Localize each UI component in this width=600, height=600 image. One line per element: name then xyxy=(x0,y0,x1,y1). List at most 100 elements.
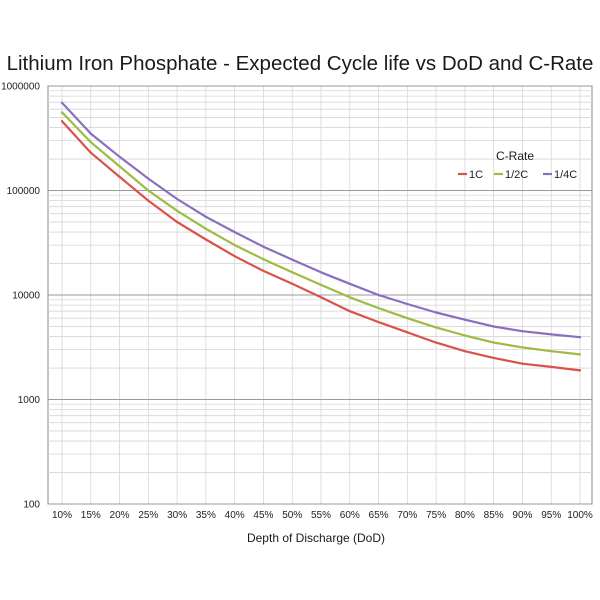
data-point xyxy=(60,111,64,114)
legend-label: 1C xyxy=(469,169,483,181)
x-tick-label: 10% xyxy=(52,510,72,521)
data-point xyxy=(435,326,438,329)
data-point xyxy=(60,101,64,104)
legend-item: 1/2C xyxy=(494,169,528,181)
data-point xyxy=(118,175,121,178)
data-point xyxy=(406,317,409,320)
data-point xyxy=(291,258,294,261)
data-point xyxy=(233,255,236,258)
x-tick-label: 40% xyxy=(225,510,245,521)
x-axis-label: Depth of Discharge (DoD) xyxy=(247,531,385,545)
data-point xyxy=(377,321,380,324)
x-axis-ticks: 10% 15% 20% 25% 30% 35% 40% 45% 50% 55% 60% 65% 70% 7… xyxy=(52,510,593,521)
data-point xyxy=(291,282,294,285)
y-tick-label: 100 xyxy=(23,500,40,511)
series-1-4C xyxy=(60,101,582,339)
x-tick-label: 90% xyxy=(512,510,532,521)
data-point xyxy=(147,199,150,202)
data-point xyxy=(492,356,495,360)
data-point xyxy=(262,269,265,273)
data-point xyxy=(348,310,351,313)
data-point xyxy=(89,141,92,144)
y-tick-label: 100000 xyxy=(7,186,41,197)
legend-item: 1/4C xyxy=(543,169,577,181)
x-tick-label: 60% xyxy=(340,510,360,521)
data-point xyxy=(60,120,64,123)
data-point xyxy=(463,350,466,353)
x-tick-label: 50% xyxy=(282,510,302,521)
x-tick-label: 80% xyxy=(455,510,475,521)
data-point xyxy=(176,209,179,212)
y-tick-label: 10000 xyxy=(12,291,40,302)
data-point xyxy=(492,341,495,344)
data-point xyxy=(377,306,380,310)
x-tick-label: 20% xyxy=(110,510,130,521)
x-tick-label: 75% xyxy=(426,510,446,521)
x-tick-label: 65% xyxy=(369,510,389,521)
legend-label: 1/4C xyxy=(554,169,577,181)
data-point xyxy=(176,220,179,224)
data-point xyxy=(435,311,438,314)
data-point xyxy=(233,244,236,247)
y-tick-label: 1000000 xyxy=(1,82,40,93)
x-tick-label: 95% xyxy=(541,510,561,521)
data-point xyxy=(521,330,524,333)
data-point xyxy=(463,334,466,337)
x-tick-label: 25% xyxy=(138,510,158,521)
legend-item: 1C xyxy=(458,169,483,181)
data-point xyxy=(262,245,265,248)
x-tick-label: 45% xyxy=(253,510,273,521)
data-point xyxy=(319,296,323,299)
data-point xyxy=(578,369,582,372)
x-tick-label: 30% xyxy=(167,510,187,521)
data-point xyxy=(89,151,92,154)
legend-label: 1/2C xyxy=(505,169,528,181)
x-tick-label: 35% xyxy=(196,510,216,521)
data-point xyxy=(377,293,380,297)
data-point xyxy=(406,331,409,334)
data-point xyxy=(521,346,524,349)
data-point xyxy=(348,282,351,285)
data-point xyxy=(578,336,582,339)
data-point xyxy=(147,189,150,192)
x-tick-label: 100% xyxy=(567,510,593,521)
data-point xyxy=(118,155,121,158)
x-tick-label: 55% xyxy=(311,510,331,521)
series-1-2C xyxy=(60,111,582,356)
data-point xyxy=(262,258,265,261)
data-point xyxy=(233,230,236,234)
data-point xyxy=(348,296,351,299)
data-point xyxy=(204,215,207,218)
data-point xyxy=(204,227,207,230)
x-tick-label: 15% xyxy=(81,510,101,521)
data-point xyxy=(89,132,92,135)
data-point xyxy=(118,165,121,168)
data-point xyxy=(550,350,553,353)
x-tick-label: 85% xyxy=(484,510,504,521)
grid-lines xyxy=(48,85,592,505)
y-axis-ticks: 100 1000 10000 100000 1000000 xyxy=(1,82,40,511)
data-point xyxy=(550,365,553,369)
data-point xyxy=(578,353,582,356)
data-point xyxy=(147,177,150,180)
legend-title: C-Rate xyxy=(496,149,534,163)
data-point xyxy=(550,333,553,336)
series-lines xyxy=(60,101,582,372)
legend-items: 1C 1/2C 1/4C xyxy=(458,169,577,181)
data-point xyxy=(319,271,323,274)
data-point xyxy=(406,302,409,306)
data-point xyxy=(176,197,179,201)
y-tick-label: 1000 xyxy=(18,395,41,406)
legend: C-Rate 1C 1/2C 1/4C xyxy=(458,149,577,181)
data-point xyxy=(291,271,294,274)
series-1C xyxy=(60,120,582,372)
chart-title: Lithium Iron Phosphate - Expected Cycle … xyxy=(7,52,594,75)
data-point xyxy=(204,238,207,241)
data-point xyxy=(463,318,466,321)
data-point xyxy=(435,341,438,344)
data-point xyxy=(319,283,323,286)
data-point xyxy=(521,362,524,365)
x-tick-label: 70% xyxy=(397,510,417,521)
data-point xyxy=(492,325,495,328)
